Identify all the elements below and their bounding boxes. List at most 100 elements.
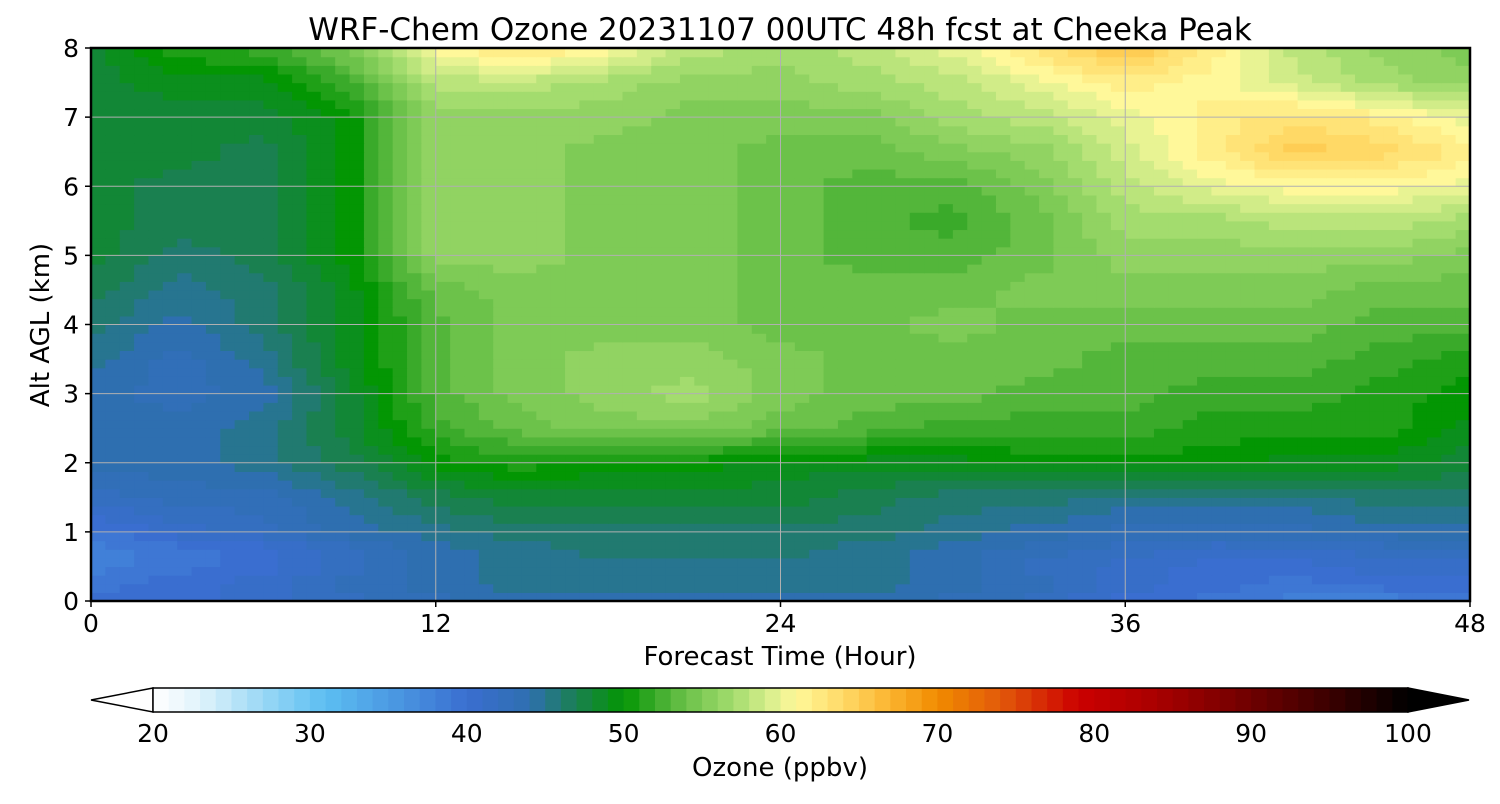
heatmap-cell: [1211, 419, 1227, 429]
heatmap-cell: [507, 246, 523, 256]
heatmap-cell: [837, 307, 853, 317]
heatmap-cell: [349, 402, 365, 412]
heatmap-cell: [263, 272, 279, 282]
heatmap-cell: [593, 298, 609, 308]
heatmap-cell: [1297, 255, 1313, 265]
heatmap-cell: [363, 384, 379, 395]
heatmap-cell: [924, 402, 940, 412]
heatmap-cell: [363, 376, 379, 386]
heatmap-cell: [1311, 255, 1327, 265]
heatmap-cell: [450, 359, 466, 369]
heatmap-cell: [995, 592, 1011, 601]
heatmap-cell: [378, 246, 394, 256]
heatmap-cell: [1096, 315, 1112, 326]
heatmap-cell: [162, 402, 178, 412]
heatmap-cell: [952, 566, 968, 576]
heatmap-cell: [392, 264, 408, 274]
heatmap-cell: [249, 505, 264, 516]
heatmap-cell: [981, 592, 997, 601]
heatmap-cell: [263, 436, 279, 447]
heatmap-cell: [981, 367, 997, 377]
heatmap-cell: [737, 359, 753, 369]
heatmap-cell: [1110, 307, 1126, 317]
heatmap-cell: [1153, 264, 1169, 274]
heatmap-cell: [1268, 350, 1284, 360]
heatmap-cell: [421, 514, 437, 524]
heatmap-cell: [579, 410, 595, 421]
heatmap-cell: [823, 168, 839, 179]
heatmap-cell: [536, 376, 552, 386]
heatmap-cell: [421, 566, 437, 576]
heatmap-cell: [306, 229, 322, 239]
heatmap-cell: [1125, 480, 1141, 490]
heatmap-cell: [565, 341, 580, 352]
heatmap-cell: [1182, 324, 1198, 334]
heatmap-cell: [1412, 203, 1428, 213]
heatmap-cell: [421, 462, 437, 472]
heatmap-cell: [995, 531, 1011, 542]
heatmap-cell: [881, 480, 897, 490]
heatmap-cell: [1240, 583, 1256, 593]
heatmap-cell: [536, 497, 552, 507]
heatmap-cell: [177, 350, 193, 360]
heatmap-cell: [895, 445, 911, 455]
heatmap-cell: [1311, 523, 1327, 533]
heatmap-cell: [981, 557, 997, 568]
heatmap-cell: [866, 523, 882, 533]
heatmap-cell: [536, 238, 552, 248]
heatmap-cell: [277, 264, 293, 274]
heatmap-cell: [407, 419, 422, 429]
heatmap-cell: [507, 255, 523, 265]
heatmap-cell: [1024, 566, 1040, 576]
heatmap-cell: [665, 307, 681, 317]
heatmap-cell: [823, 540, 839, 550]
heatmap-cell: [435, 341, 451, 352]
heatmap-cell: [1340, 514, 1356, 524]
heatmap-cell: [1311, 203, 1327, 213]
heatmap-cell: [521, 488, 537, 498]
heatmap-cell: [967, 402, 983, 412]
heatmap-cell: [1182, 436, 1198, 447]
heatmap-cell: [306, 514, 322, 524]
heatmap-cell: [1369, 298, 1385, 308]
heatmap-cell: [622, 289, 638, 300]
heatmap-cell: [1326, 298, 1342, 308]
heatmap-cell: [119, 160, 135, 170]
heatmap-cell: [924, 384, 940, 395]
heatmap-cell: [608, 557, 624, 568]
heatmap-cell: [450, 324, 466, 334]
heatmap-cell: [191, 212, 207, 222]
heatmap-cell: [852, 341, 868, 352]
heatmap-cell: [823, 333, 839, 343]
heatmap-cell: [1297, 557, 1313, 568]
heatmap-cell: [1053, 194, 1069, 205]
heatmap-cell: [1197, 402, 1213, 412]
heatmap-cell: [593, 246, 609, 256]
heatmap-cell: [1082, 549, 1098, 559]
heatmap-cell: [1039, 462, 1055, 472]
heatmap-cell: [162, 488, 178, 498]
heatmap-cell: [665, 272, 681, 282]
heatmap-cell: [1139, 549, 1155, 559]
heatmap-cell: [694, 393, 710, 403]
heatmap-cell: [1053, 557, 1069, 568]
heatmap-cell: [1355, 359, 1371, 369]
heatmap-cell: [521, 186, 537, 196]
heatmap-cell: [1067, 212, 1083, 222]
heatmap-cell: [1110, 289, 1126, 300]
heatmap-cell: [1369, 471, 1385, 481]
heatmap-cell: [550, 514, 566, 524]
heatmap-cell: [349, 220, 365, 231]
heatmap-cell: [1254, 272, 1270, 282]
heatmap-cell: [421, 341, 437, 352]
heatmap-cell: [866, 454, 882, 464]
heatmap-cell: [967, 298, 983, 308]
heatmap-cell: [1240, 471, 1256, 481]
heatmap-cell: [1398, 384, 1414, 395]
heatmap-cell: [320, 272, 336, 282]
heatmap-cell: [306, 505, 322, 516]
heatmap-cell: [435, 393, 451, 403]
heatmap-cell: [148, 289, 164, 300]
heatmap-cell: [1283, 566, 1299, 576]
heatmap-cell: [421, 505, 437, 516]
